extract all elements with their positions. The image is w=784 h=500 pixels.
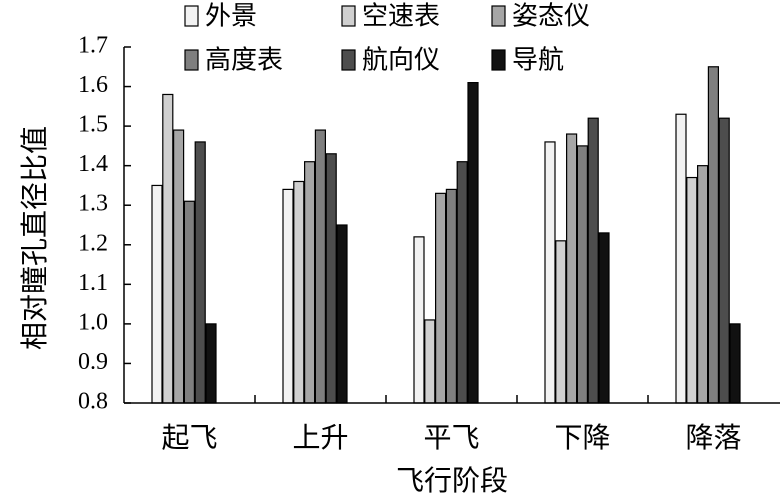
x-tick-label: 降落 [685,421,741,454]
bar-3-5 [456,161,468,404]
bar-2-2 [293,180,305,404]
y-tick-label: 1.0 [78,309,108,335]
legend-label: 外景 [205,2,257,32]
y-tick-label: 1.1 [78,270,108,296]
legend-swatch [491,5,506,27]
y-tick-label: 1.3 [78,191,108,217]
bar-4-3 [565,133,578,404]
bar-3-2 [424,319,436,404]
legend-label: 导航 [512,46,564,76]
bar-1-4 [183,200,195,404]
x-tick-label: 平飞 [423,421,479,454]
y-tick-label: 1.2 [78,230,108,256]
x-tick-label: 下降 [554,421,610,454]
legend-swatch [341,5,356,27]
bar-5-1 [675,113,687,404]
legend-label: 姿态仪 [512,2,590,32]
bar-3-3 [435,192,447,404]
legend-swatch [184,49,199,71]
bar-3-6 [467,81,479,404]
x-axis-title: 飞行阶段 [396,464,508,497]
bar-2-3 [304,161,316,404]
y-tick-label: 1.6 [78,72,108,98]
bar-1-1 [151,184,163,404]
legend-label: 高度表 [205,46,283,76]
legend-swatch [184,5,199,27]
legend-swatch [341,49,356,71]
bar-1-3 [173,129,185,404]
y-tick-label: 1.7 [78,33,108,59]
bar-5-2 [686,176,698,404]
bar-1-2 [162,93,174,404]
legend-label: 航向仪 [362,46,440,76]
y-tick-label: 1.5 [78,112,108,138]
bar-5-4 [707,66,720,404]
legend-label: 空速表 [362,2,440,32]
x-tick-label: 上升 [292,421,348,454]
bar-4-1 [544,141,556,404]
legend-swatch [491,49,506,71]
bar-2-4 [314,129,326,404]
bar-2-1 [282,188,294,404]
bars-group [151,66,741,404]
bar-4-2 [555,240,567,404]
bar-4-6 [598,232,610,404]
bar-3-1 [413,236,425,404]
y-tick-label: 0.9 [78,349,108,375]
bar-3-4 [445,188,457,404]
x-tick-label: 起飞 [161,421,217,454]
bar-4-4 [576,145,589,404]
bar-4-5 [587,117,599,404]
axes-group: 起飞 上升 平飞 下降 降落 0.8 0.9 1.0 1.1 1.2 1.3 1.4 1.5 1.6 1.7 [78,33,780,454]
bar-1-5 [194,141,206,404]
bar-5-5 [718,117,730,404]
y-tick-label: 0.8 [78,389,108,415]
bar-1-6 [205,323,217,404]
y-tick-label: 1.4 [78,151,108,177]
bar-2-6 [336,224,348,404]
y-axis-title: 相对瞳孔直径比值 [18,126,51,350]
bar-5-3 [696,165,709,404]
bar-2-5 [325,153,337,404]
bar-5-6 [729,323,741,404]
